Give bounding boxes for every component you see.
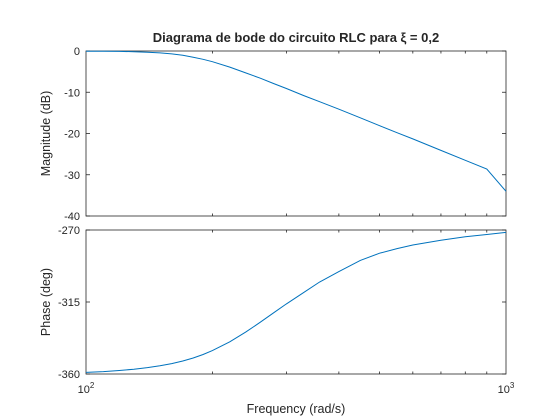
y-tick-label: -270	[58, 225, 80, 237]
magnitude-series-line	[86, 50, 507, 192]
y-tick-label: -315	[58, 297, 80, 309]
phase-series-line	[85, 231, 507, 373]
y-tick-label: -20	[64, 129, 80, 141]
x-tick-label: 102	[78, 381, 95, 396]
magnitude-plot: 0 -10 -20 -30 -40 Magnitude (dB)	[39, 46, 507, 223]
magnitude-ylabel: Magnitude (dB)	[39, 91, 53, 176]
y-tick-label: -10	[64, 87, 80, 99]
y-tick-label: -30	[64, 170, 80, 182]
phase-axes-box	[85, 229, 507, 375]
chart-title: Diagrama de bode do circuito RLC para ξ …	[153, 30, 439, 45]
phase-ylabel: Phase (deg)	[39, 268, 53, 336]
magnitude-axes-box	[85, 50, 507, 217]
y-tick-label: 0	[74, 46, 80, 58]
frequency-xlabel: Frequency (rad/s)	[247, 402, 346, 416]
y-tick-label: -360	[58, 369, 80, 381]
x-tick-label: 103	[498, 381, 515, 396]
y-tick-label: -40	[64, 211, 80, 223]
